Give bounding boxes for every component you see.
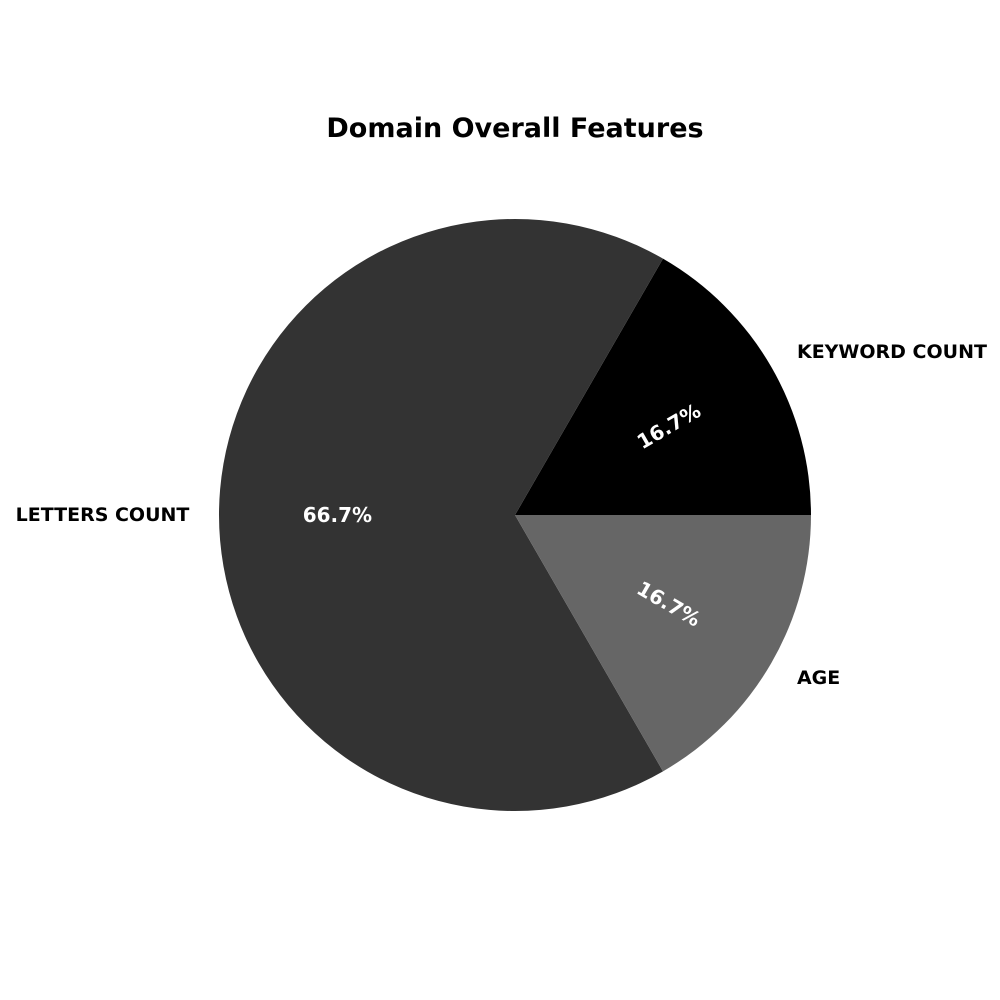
pie-slice-letters-count	[218, 219, 663, 812]
slice-label-letters-count: LETTERS COUNT	[16, 504, 190, 526]
pie-slices	[218, 219, 811, 812]
slice-label-keyword-count: KEYWORD COUNT	[797, 341, 987, 363]
pie-slice-age	[515, 515, 811, 772]
slice-label-age: AGE	[797, 667, 840, 689]
pie-slice-keyword-count	[515, 258, 811, 515]
pct-label-letters-count: 66.7%	[303, 503, 372, 527]
chart-title: Domain Overall Features	[326, 113, 703, 144]
